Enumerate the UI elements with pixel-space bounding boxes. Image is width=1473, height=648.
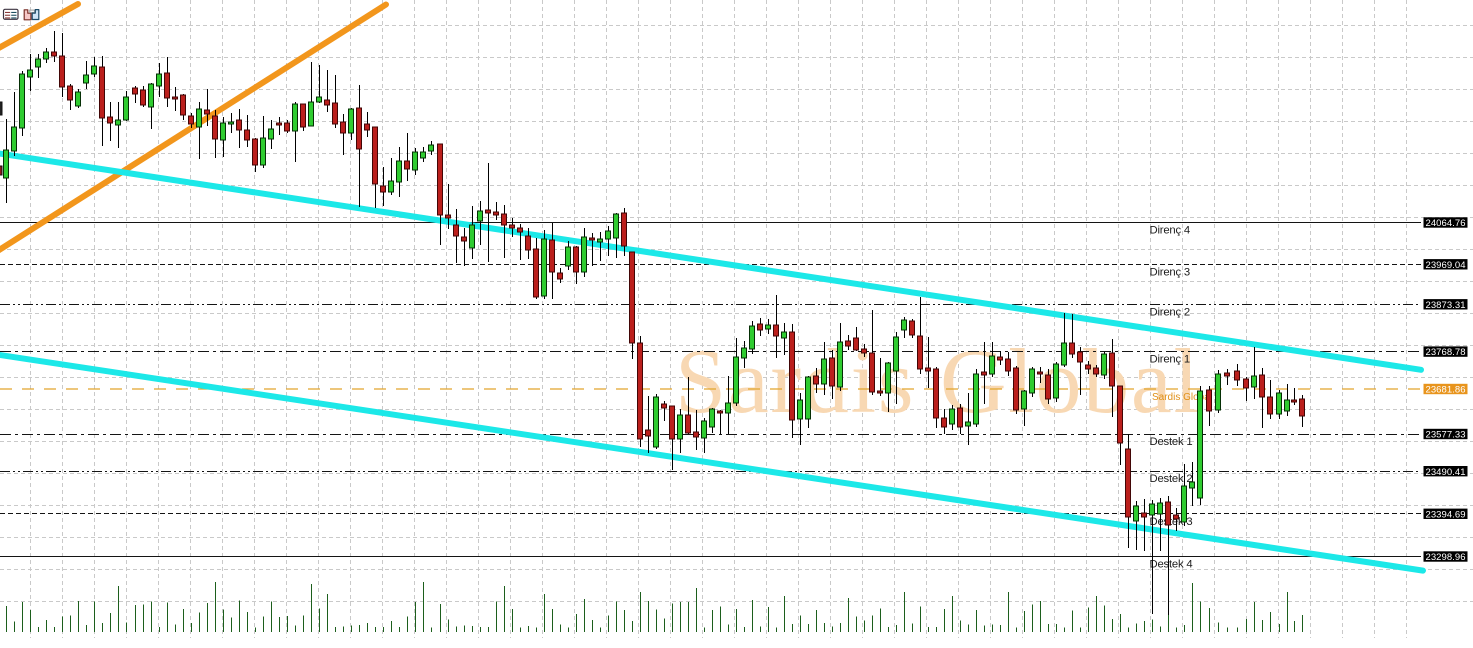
svg-text:Direnç 3: Direnç 3 [1150, 266, 1190, 278]
svg-text:23768.78: 23768.78 [1426, 347, 1466, 358]
svg-text:24064.76: 24064.76 [1426, 218, 1466, 229]
svg-text:23394.69: 23394.69 [1426, 509, 1466, 520]
svg-text:23298.96: 23298.96 [1426, 552, 1466, 563]
svg-text:23681.86: 23681.86 [1426, 385, 1466, 396]
svg-text:Direnç 1: Direnç 1 [1150, 354, 1190, 366]
svg-text:Sardis Global: Sardis Global [1152, 392, 1212, 403]
svg-text:Destek 4: Destek 4 [1150, 559, 1193, 571]
svg-text:Destek 2: Destek 2 [1150, 473, 1193, 485]
svg-text:23969.04: 23969.04 [1426, 260, 1466, 271]
svg-text:23490.41: 23490.41 [1426, 467, 1466, 478]
svg-text:23873.31: 23873.31 [1426, 300, 1466, 311]
svg-text:Destek 1: Destek 1 [1150, 436, 1193, 448]
svg-text:23577.33: 23577.33 [1426, 430, 1466, 441]
svg-text:Direnç 2: Direnç 2 [1150, 306, 1190, 318]
svg-text:Direnç 4: Direnç 4 [1150, 225, 1190, 237]
